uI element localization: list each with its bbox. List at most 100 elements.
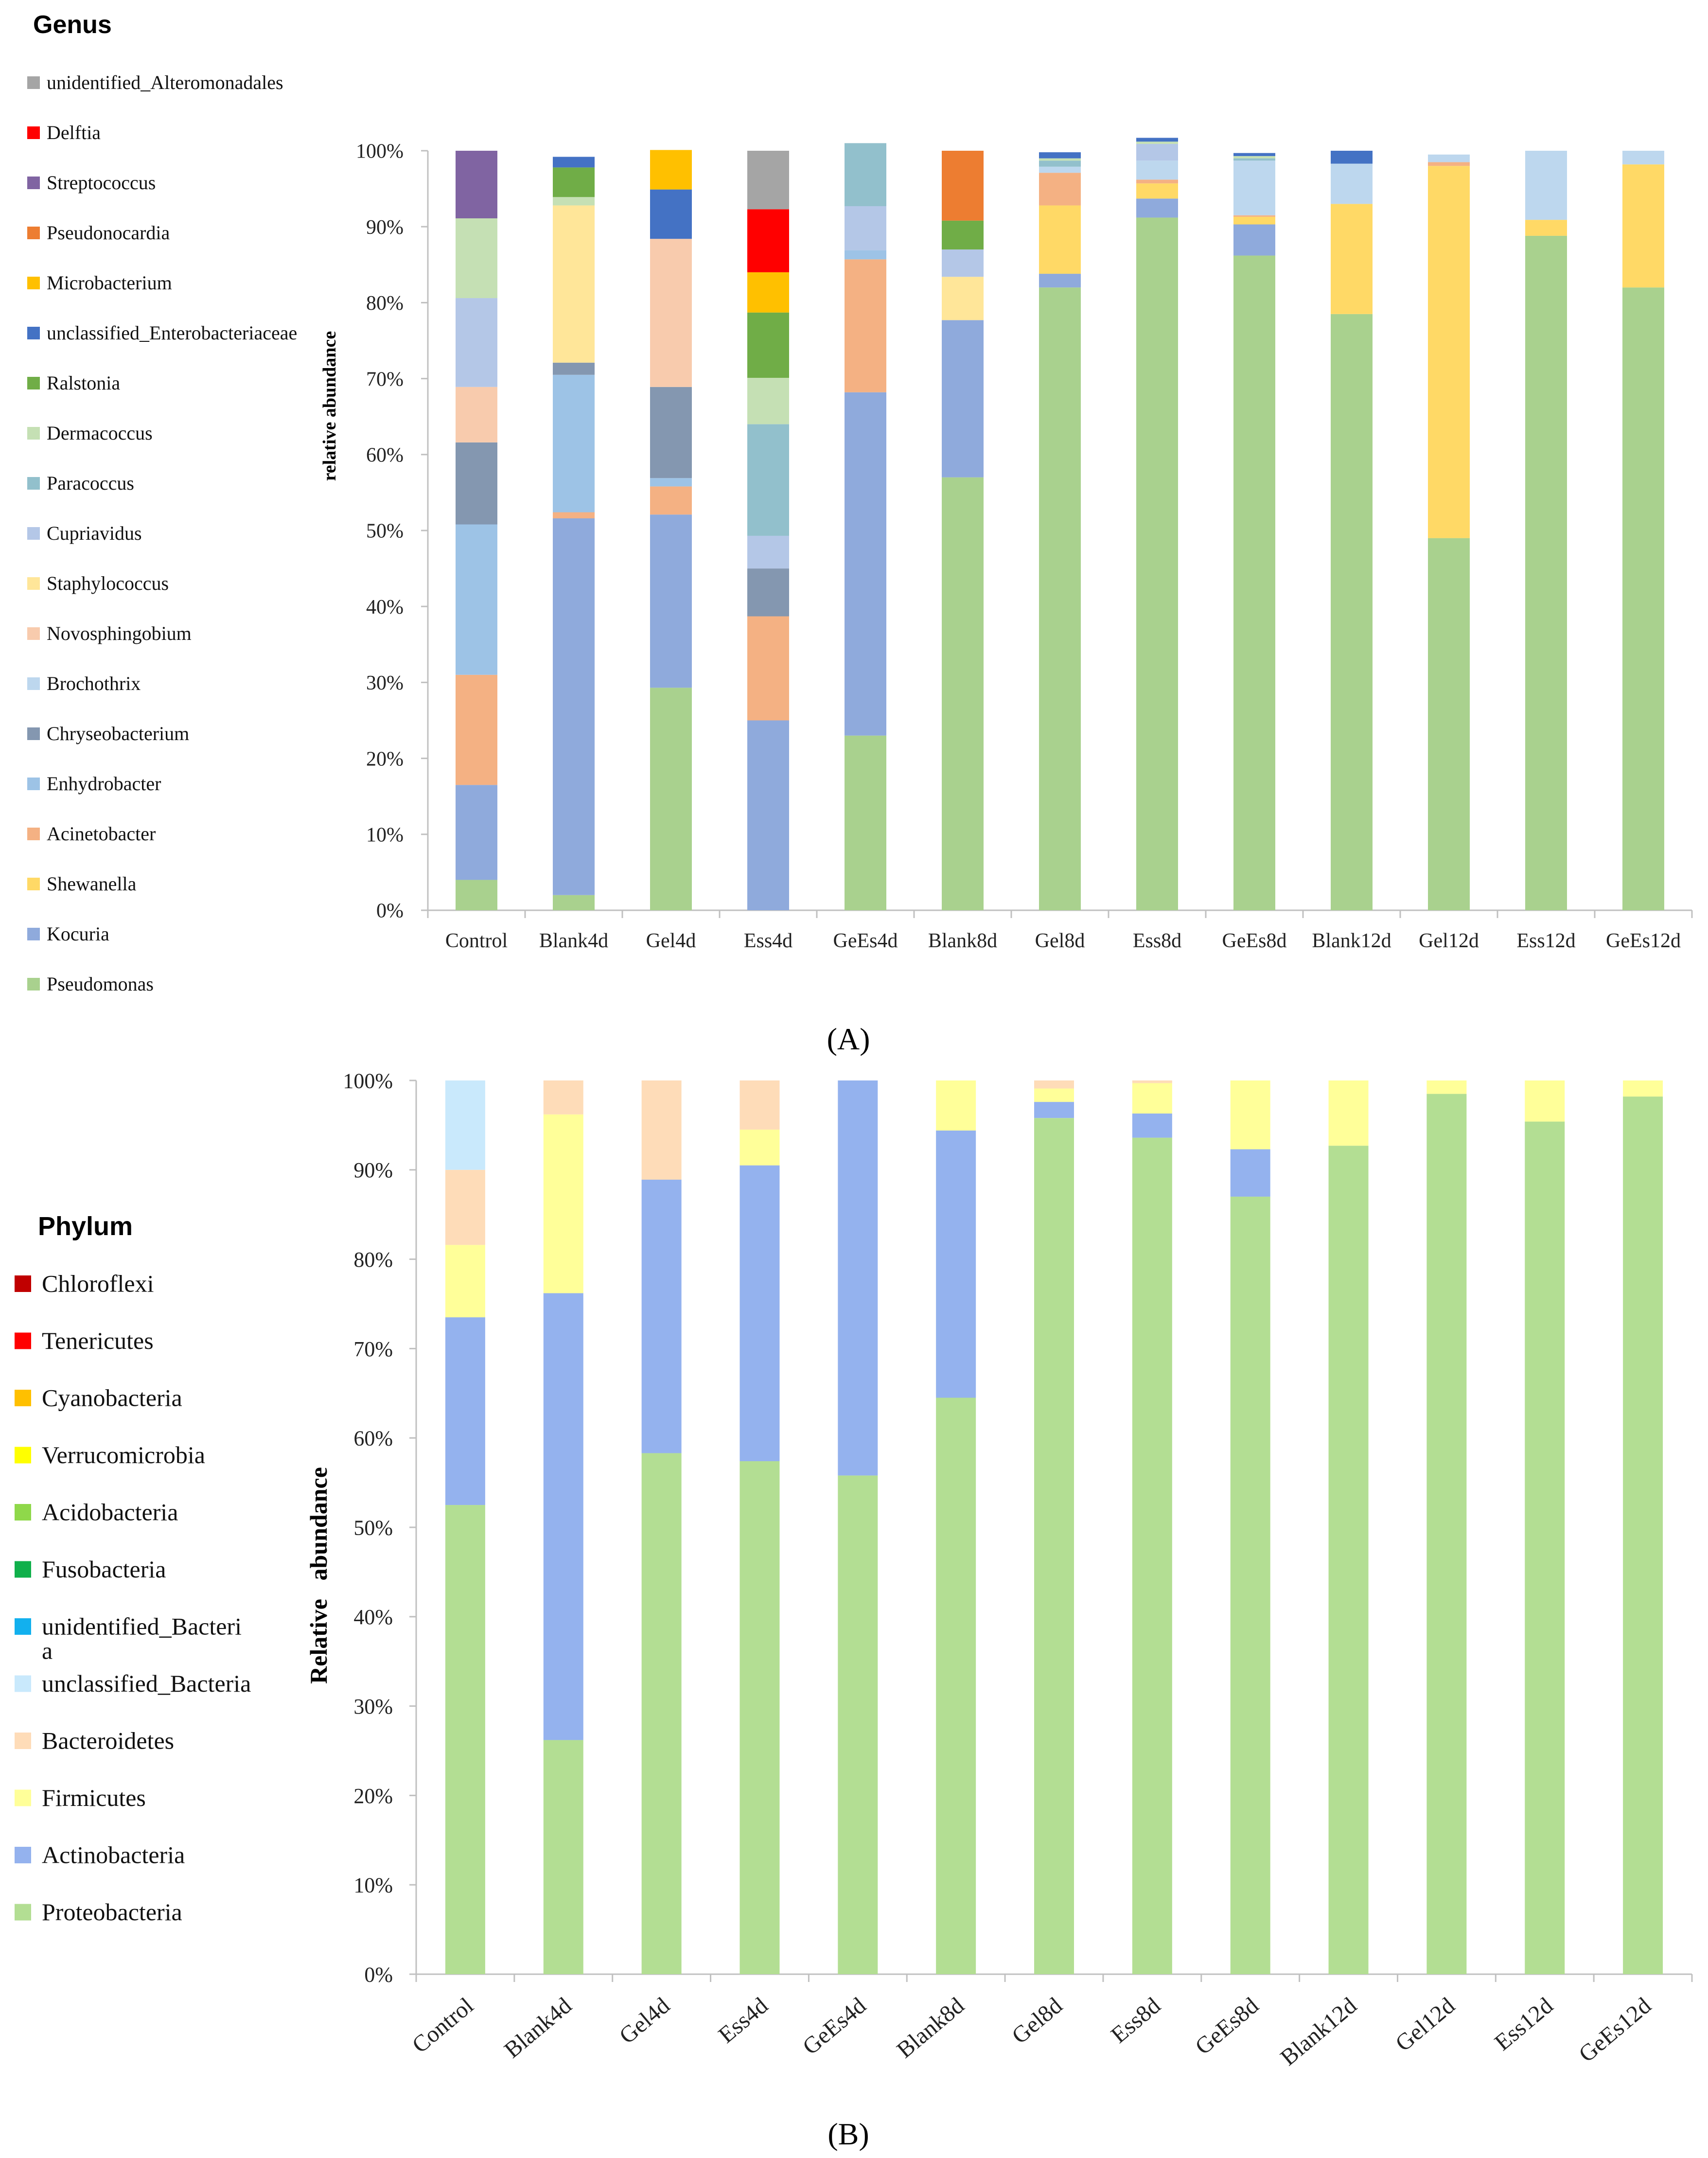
bar-segment-novosphingobium <box>456 387 497 442</box>
bar-segment-pseudomonas <box>845 735 886 910</box>
legend-label-shewanella: Shewanella <box>47 873 137 895</box>
legend-swatch-unclassified-bacteria <box>15 1675 31 1692</box>
legend-swatch-paracoccus <box>27 477 40 490</box>
y-tick-label: 10% <box>366 824 404 847</box>
bar-segment-firmicutes <box>740 1130 780 1166</box>
legend-label-line: Delftia <box>47 122 101 143</box>
bar-segment-ralstonia <box>747 312 789 378</box>
bar-segment-unclassified-enterobacteriaceae <box>1039 152 1081 159</box>
bar-segment-brochothrix <box>1136 160 1178 180</box>
legend-label-kocuria: Kocuria <box>47 923 109 945</box>
bar-segment-proteobacteria <box>1426 1094 1467 1974</box>
legend-swatch-verrucomicrobia <box>15 1447 31 1464</box>
bar-segment-kocuria <box>553 518 595 895</box>
bar-segment-shewanella <box>1233 216 1275 225</box>
y-tick-label: 30% <box>366 672 404 694</box>
y-axis-title: Relative abundance <box>305 1467 332 1684</box>
y-tick-label: 100% <box>356 141 404 163</box>
legend-label-line: Shewanella <box>47 873 137 895</box>
bar-segment-ralstonia <box>942 220 984 250</box>
legend-label-paracoccus: Paracoccus <box>47 472 134 494</box>
legend-swatch-microbacterium <box>27 277 40 289</box>
bar-segment-pseudomonas <box>1039 287 1081 911</box>
y-tick-label: 40% <box>353 1605 393 1629</box>
legend-swatch-unidentified-bacteri-a <box>15 1618 31 1635</box>
bar-segment-chryseobacterium <box>553 362 595 375</box>
x-tick-label: GeEs4d <box>833 930 898 952</box>
bar-segment-proteobacteria <box>936 1397 976 1974</box>
legend-label-unclassified-enterobacteriaceae: unclassified_Enterobacteriaceae <box>47 322 297 344</box>
bar-segment-staphylococcus <box>942 277 984 320</box>
legend-swatch-chloroflexi <box>15 1275 31 1292</box>
bar-segment-bacteroidetes <box>445 1169 485 1245</box>
bar-segment-firmicutes <box>1328 1080 1369 1146</box>
bar-segment-shewanella <box>1136 183 1178 199</box>
y-tick-label: 80% <box>353 1248 393 1272</box>
legend-label-actinobacteria: Actinobacteria <box>42 1841 185 1869</box>
legend-label-line: Fusobacteria <box>42 1556 166 1583</box>
x-tick-label: Ess4d <box>744 930 792 952</box>
bar-segment-unclassified-enterobacteriaceae <box>650 189 692 239</box>
bar-segment-cupriavidus <box>747 535 789 569</box>
y-tick-label: 50% <box>366 520 404 543</box>
legend-swatch-dermacoccus <box>27 427 40 440</box>
legend-label-line: Pseudonocardia <box>47 222 170 244</box>
legend-label-microbacterium: Microbacterium <box>47 272 172 294</box>
bar-segment-brochothrix <box>1622 151 1664 165</box>
y-tick-label: 0% <box>364 1963 393 1986</box>
bar-segment-actinobacteria <box>543 1293 583 1740</box>
bar-segment-kocuria <box>747 720 789 910</box>
bar-segment-brochothrix <box>1428 154 1470 162</box>
x-tick-label: Control <box>445 930 508 952</box>
legend-swatch-kocuria <box>27 928 40 940</box>
legend-swatch-cupriavidus <box>27 527 40 540</box>
x-tick-label: Blank12d <box>1312 930 1391 952</box>
legend-label-line: Bacteroidetes <box>42 1727 174 1754</box>
bar-segment-actinobacteria <box>1230 1149 1270 1197</box>
x-tick-label: GeEs12d <box>1606 930 1681 952</box>
bar-segment-acinetobacter <box>1136 179 1178 184</box>
panel-a-label: (A) <box>827 1022 870 1056</box>
x-tick-label: Blank4d <box>539 930 608 952</box>
bar-segment-streptococcus <box>456 151 497 219</box>
legend-label-line: Novosphingobium <box>47 622 192 644</box>
bar-segment-pseudomonas <box>1136 217 1178 910</box>
bar-segment-paracoccus <box>747 424 789 536</box>
bar-segment-brochothrix <box>1525 151 1567 220</box>
bar-segment-paracoccus <box>1233 158 1275 161</box>
legend-swatch-chryseobacterium <box>27 727 40 740</box>
y-tick-label: 70% <box>366 368 404 390</box>
bar-segment-proteobacteria <box>1328 1146 1369 1974</box>
bar-segment-brochothrix <box>1331 163 1373 204</box>
legend-label-acidobacteria: Acidobacteria <box>42 1499 178 1526</box>
bar-segment-firmicutes <box>445 1245 485 1318</box>
legend: Phylum Chloroflexi Tenericutes Cyanobacteri… <box>15 1212 251 1926</box>
legend-swatch-firmicutes <box>15 1789 31 1806</box>
y-tick-label: 90% <box>353 1158 393 1182</box>
bar-segment-proteobacteria <box>445 1505 485 1974</box>
y-axis-title: relative abundance <box>319 331 340 481</box>
legend-label-firmicutes: Firmicutes <box>42 1784 146 1811</box>
bar-segment-unidentified-alteromonadales <box>747 151 789 210</box>
legend-label-proteobacteria: Proteobacteria <box>42 1898 182 1926</box>
panel-b-label: (B) <box>828 2117 869 2151</box>
bar-segment-proteobacteria <box>1623 1097 1663 1974</box>
bar-segment-firmicutes <box>936 1080 976 1131</box>
legend: Genus unidentified_Alteromonadales Delftia… <box>27 11 297 995</box>
legend-swatch-staphylococcus <box>27 577 40 590</box>
bar-segment-unclassified-enterobacteriaceae <box>553 157 595 168</box>
bar-segment-dermacoccus <box>747 378 789 425</box>
bar-segment-dermacoccus <box>1136 142 1178 144</box>
legend-label-line: Cyanobacteria <box>42 1384 182 1412</box>
bar-segment-dermacoccus <box>456 218 497 299</box>
legend-label-line: Chloroflexi <box>42 1270 154 1297</box>
bar-segment-proteobacteria <box>543 1740 583 1974</box>
bar-segment-unclassified-enterobacteriaceae <box>1136 138 1178 142</box>
y-tick-label: 40% <box>366 596 404 619</box>
bar-segment-proteobacteria <box>740 1461 780 1974</box>
bar-segment-acinetobacter <box>747 616 789 721</box>
legend-label-line: Kocuria <box>47 923 109 945</box>
legend-label-line: unidentified_Bacteri <box>42 1613 242 1640</box>
bar-segment-dermacoccus <box>1233 156 1275 159</box>
